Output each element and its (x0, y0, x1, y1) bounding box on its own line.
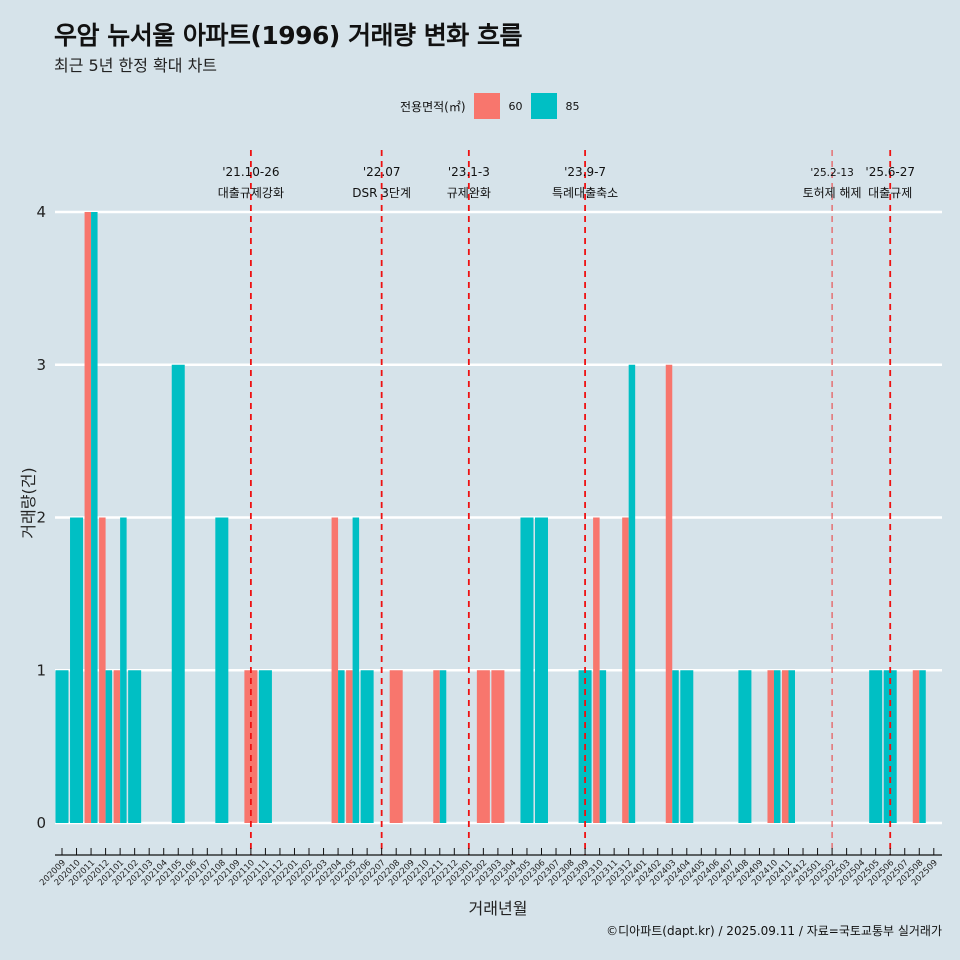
bar-85 (738, 670, 752, 823)
bar-60 (782, 670, 789, 823)
bar-85 (919, 670, 926, 823)
y-tick-label: 4 (36, 203, 46, 221)
bar-60 (331, 517, 339, 823)
event-label: 토허제 해제 (803, 186, 862, 200)
bar-60 (113, 670, 121, 823)
footer-credit: ©디아파트(dapt.kr) / 2025.09.11 / 자료=국토교통부 실… (606, 924, 942, 938)
bar-85 (105, 670, 113, 823)
bar-85 (352, 517, 360, 823)
event-date: '21.10-26 (222, 165, 279, 179)
event-label: 규제완화 (447, 186, 491, 200)
bar-85 (672, 670, 679, 823)
chart-title: 우암 뉴서울 아파트(1996) 거래량 변화 흐름 (54, 21, 522, 50)
event-label: DSR 3단계 (352, 186, 411, 200)
bar-85 (788, 670, 795, 823)
legend-label-60: 60 (508, 99, 523, 113)
event-label: 특례대출축소 (552, 186, 618, 200)
event-date: '22.07 (363, 165, 401, 179)
bar-60 (476, 670, 490, 823)
chart-subtitle: 최근 5년 한정 확대 차트 (54, 56, 218, 75)
y-tick-label: 1 (36, 661, 46, 679)
bar-85 (773, 670, 781, 823)
bar-85 (338, 670, 345, 823)
bar-60 (346, 670, 353, 823)
bar-85 (360, 670, 374, 823)
legend-swatch-85 (530, 93, 557, 119)
event-date: '23.9-7 (564, 165, 606, 179)
event-lines: '21.10-26 대출규제강화 '22.07 DSR 3단계 '23.1-3 규제완화 '… (218, 150, 915, 855)
bar-60 (389, 670, 403, 823)
bar-85 (91, 212, 98, 823)
y-tick-label: 2 (36, 509, 46, 527)
bar-85 (70, 517, 84, 823)
legend-label-85: 85 (565, 99, 580, 113)
bar-60 (491, 670, 505, 823)
bar-85 (55, 670, 69, 823)
bar-60 (767, 670, 774, 823)
legend-title: 전용면적(㎡) (400, 99, 466, 114)
legend-swatch-60 (473, 93, 500, 119)
y-tick-label: 0 (36, 814, 46, 832)
y-axis: 0 1 2 3 4 (36, 203, 46, 832)
event-label: 대출규제 (868, 186, 912, 200)
event-date: '25.6-27 (865, 165, 915, 179)
bar-85 (171, 364, 185, 823)
event-date: '25.2-13 (810, 167, 853, 179)
bar-85 (628, 364, 636, 823)
event-date: '23.1-3 (448, 165, 490, 179)
event-label: 대출규제강화 (218, 186, 284, 200)
bar-85 (439, 670, 447, 823)
bar-85 (534, 517, 548, 823)
x-axis: 2020092020102020112020122021012021022021… (38, 848, 942, 888)
bar-85 (120, 517, 127, 823)
bar-60 (622, 517, 629, 823)
bar-85 (258, 670, 272, 823)
bar-85 (869, 670, 883, 823)
x-axis-label: 거래년월 (469, 899, 528, 918)
y-axis-label: 거래량(건) (19, 467, 38, 538)
bar-85 (599, 670, 607, 823)
bar-60 (593, 517, 600, 823)
bar-60 (912, 670, 920, 823)
bar-85 (680, 670, 694, 823)
bar-85 (215, 517, 229, 823)
bar-60 (433, 670, 440, 823)
bar-60 (84, 212, 92, 823)
y-tick-label: 3 (36, 356, 46, 374)
bar-85 (128, 670, 142, 823)
bar-85 (520, 517, 534, 823)
bar-60 (665, 364, 673, 823)
bars (55, 212, 926, 823)
bar-60 (99, 517, 106, 823)
legend: 전용면적(㎡) 60 85 (400, 93, 588, 119)
